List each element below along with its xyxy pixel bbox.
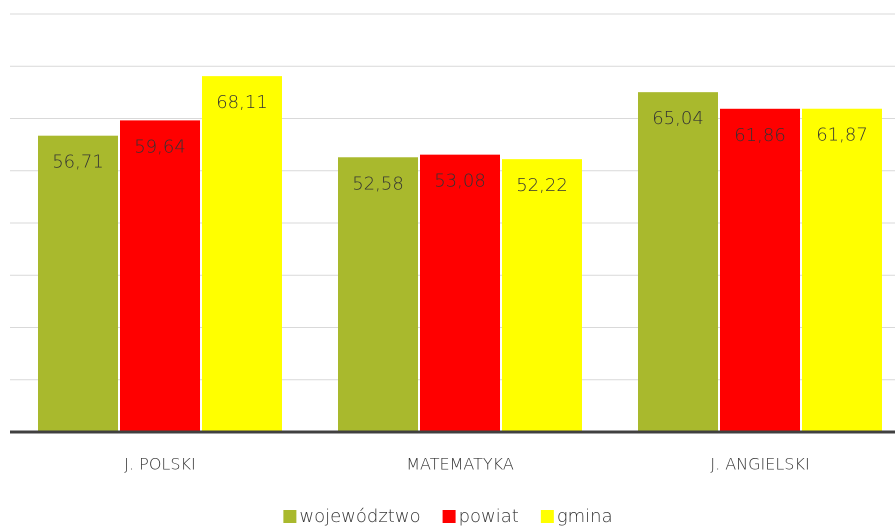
legend-swatch bbox=[540, 510, 554, 523]
data-label: 52,58 bbox=[352, 173, 404, 194]
data-label: 59,64 bbox=[134, 136, 186, 157]
bar bbox=[638, 92, 718, 432]
bar bbox=[202, 76, 282, 433]
data-label: 61,87 bbox=[816, 125, 868, 146]
bar bbox=[420, 154, 500, 433]
bar bbox=[802, 108, 882, 432]
legend-label: gmina bbox=[557, 506, 613, 527]
bar bbox=[38, 135, 118, 432]
x-tick-label: J. ANGIELSKI bbox=[710, 455, 809, 474]
x-tick-label: MATEMATYKA bbox=[406, 455, 514, 474]
x-tick-label: J. POLSKI bbox=[124, 455, 195, 474]
bar bbox=[120, 120, 200, 433]
data-label: 61,86 bbox=[734, 125, 786, 146]
data-label: 53,08 bbox=[434, 171, 486, 192]
bar bbox=[338, 157, 418, 432]
data-label: 65,04 bbox=[652, 108, 704, 129]
legend-label: powiat bbox=[459, 506, 519, 527]
bar bbox=[720, 108, 800, 433]
data-label: 52,22 bbox=[516, 175, 568, 196]
data-label: 68,11 bbox=[216, 92, 268, 113]
legend-swatch bbox=[283, 510, 297, 523]
legend-label: województwo bbox=[299, 506, 420, 527]
data-label: 56,71 bbox=[52, 152, 104, 173]
legend-swatch bbox=[442, 510, 456, 523]
bar bbox=[502, 159, 582, 432]
